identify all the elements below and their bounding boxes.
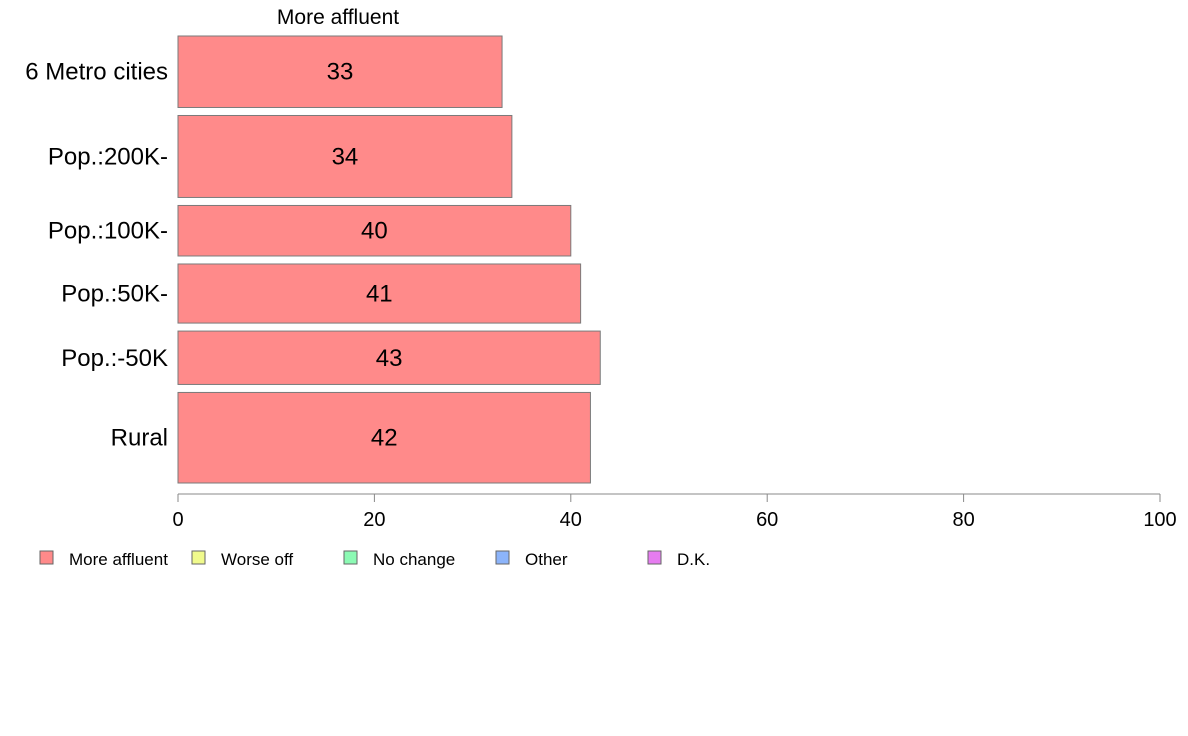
x-tick-label: 100 (1143, 509, 1176, 531)
data-label: 43 (376, 345, 403, 372)
bar (177, 391, 591, 484)
data-label: 34 (332, 143, 359, 170)
category-label: Rural (111, 425, 168, 452)
legend-label: More affluent (69, 550, 168, 569)
legend-swatch (495, 550, 510, 565)
legend-label: No change (373, 550, 455, 569)
category-label: 6 Metro cities (25, 59, 168, 86)
data-label: 42 (371, 425, 398, 452)
x-tick-label: 40 (560, 509, 582, 531)
x-tick-label: 60 (756, 509, 778, 531)
bars-group: 33 6 Metro cities 34 Pop.:200K- 40 Pop.:100K-… (25, 35, 601, 484)
data-label: 41 (366, 281, 393, 308)
legend-swatch (343, 550, 358, 565)
legend-swatch (647, 550, 662, 565)
series-title: More affluent (277, 6, 399, 29)
legend-label: Worse off (221, 550, 293, 569)
category-label: Pop.:200K- (48, 143, 168, 170)
data-label: 40 (361, 218, 388, 245)
x-axis: 0 20 40 60 80 100 (172, 493, 1177, 531)
x-tick-label: 80 (952, 509, 974, 531)
x-tick-label: 20 (363, 509, 385, 531)
data-label: 33 (327, 59, 354, 86)
legend-swatch (39, 550, 54, 565)
bar (177, 330, 601, 385)
bar (177, 263, 582, 324)
legend-swatch (191, 550, 206, 565)
category-label: Pop.:100K- (48, 218, 168, 245)
x-tick-label: 0 (172, 509, 183, 531)
legend-label: D.K. (677, 550, 710, 569)
bar (177, 35, 503, 108)
legend-label: Other (525, 550, 568, 569)
bar (177, 204, 572, 257)
legend: More affluent Worse off No change Other D.K. (39, 550, 710, 569)
bar (177, 114, 513, 198)
category-label: Pop.:50K- (61, 281, 168, 308)
category-label: Pop.:-50K (61, 345, 168, 372)
